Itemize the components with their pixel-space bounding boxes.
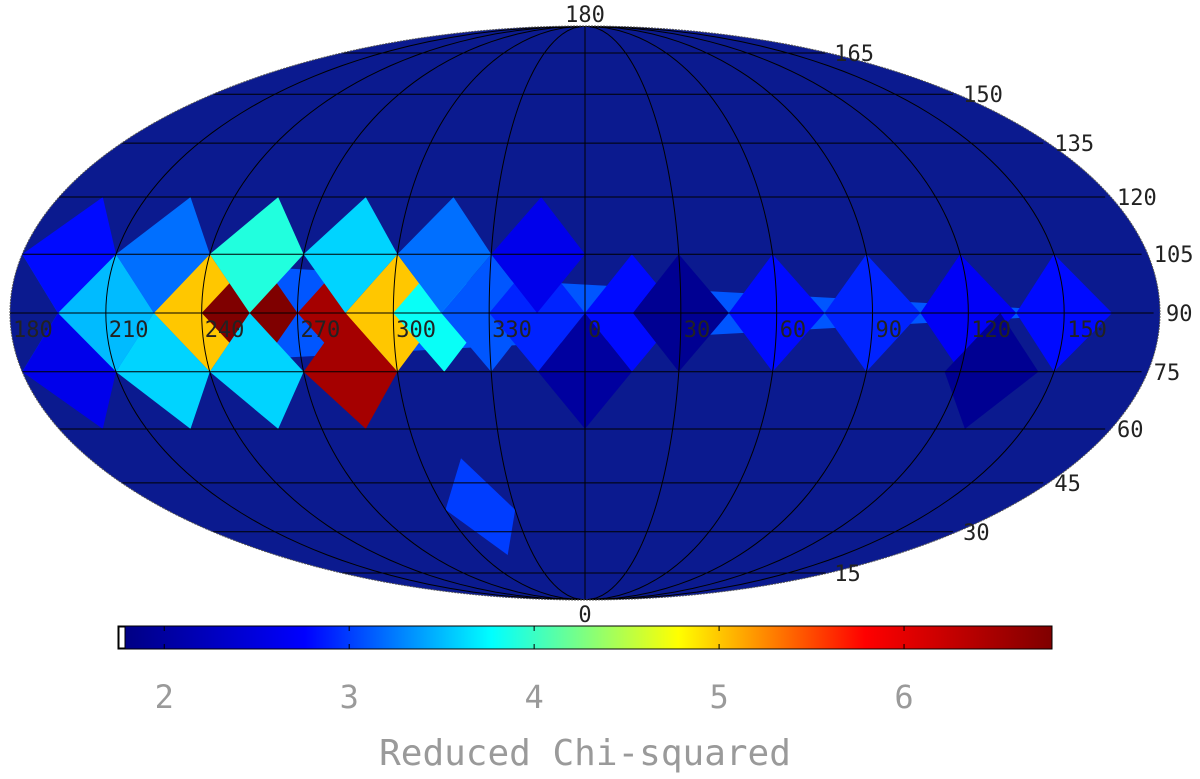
longitude-labels: 180 210 240 270 300 330 0 30 60 90 120 150 [13, 318, 1107, 343]
colorbar-label: Reduced Chi-squared [379, 733, 791, 774]
meridian-line [392, 26, 586, 600]
colatitude-label: 120 [1117, 186, 1157, 211]
longitude-label: 30 [684, 318, 711, 343]
colorbar-tick-label: 3 [340, 678, 359, 716]
meridian-line [296, 26, 586, 600]
healpix-pixel [491, 197, 585, 313]
healpix-pixel [209, 313, 304, 429]
colatitude-label: 0 [578, 603, 591, 628]
colatitude-label: 180 [565, 3, 605, 28]
colorbar-tick-label: 5 [709, 678, 728, 716]
longitude-label: 150 [1067, 318, 1107, 343]
meridian-line [584, 26, 874, 600]
meridian-line [105, 26, 586, 600]
meridian-line [201, 26, 586, 600]
longitude-label: 240 [205, 318, 245, 343]
colorbar-ticks: 2 3 4 5 6 [155, 626, 914, 716]
colorbar-underflow-marker [118, 626, 126, 649]
colorbar-tick-label: 6 [894, 678, 913, 716]
healpix-pixel [116, 197, 210, 313]
mollweide-map: 180 210 240 270 300 330 0 30 60 90 120 150 0 15 30 45 6… [9, 3, 1194, 628]
longitude-label: 120 [971, 318, 1011, 343]
longitude-label: 90 [876, 318, 903, 343]
longitude-label: 300 [396, 318, 436, 343]
colorbar-tick-label: 4 [524, 678, 543, 716]
meridian-line [584, 26, 682, 600]
graticule [10, 26, 1154, 600]
colatitude-label: 135 [1054, 132, 1094, 157]
colatitude-label: 15 [834, 562, 861, 587]
healpix-pixel [303, 197, 398, 313]
longitude-label: 270 [301, 318, 341, 343]
healpix-pixel [22, 313, 117, 429]
colatitude-label: 165 [834, 42, 874, 67]
colatitude-label: 105 [1154, 243, 1194, 268]
colatitude-label: 45 [1054, 472, 1081, 497]
colatitude-label: 30 [963, 521, 990, 546]
colorbar-gradient [117, 625, 1053, 650]
colatitude-label: 60 [1117, 418, 1144, 443]
colatitude-labels: 0 15 30 45 60 75 90 105 120 135 150 165 180 [565, 3, 1193, 628]
meridian-line [488, 26, 586, 600]
colatitude-label: 150 [963, 83, 1003, 108]
map-outline [9, 25, 1161, 601]
longitude-label: 180 [13, 318, 53, 343]
colatitude-label: 90 [1166, 302, 1193, 327]
meridian-line [584, 26, 969, 600]
healpix-pixel [397, 197, 492, 313]
colorbar: 2 3 4 5 6 Reduced Chi-squared [117, 625, 1053, 774]
longitude-label: 0 [588, 318, 601, 343]
healpix-pixel [22, 197, 117, 313]
healpix-pixel [944, 313, 1039, 429]
colorbar-tick-label: 2 [155, 678, 174, 716]
longitude-label: 60 [780, 318, 807, 343]
longitude-label: 210 [109, 318, 149, 343]
meridian-line [584, 26, 1065, 600]
colatitude-label: 75 [1154, 361, 1181, 386]
healpix-pixel [116, 313, 210, 429]
longitude-label: 330 [492, 318, 532, 343]
meridian-line [584, 26, 778, 600]
healpix-pixel [209, 197, 304, 313]
healpix-pixel [445, 458, 516, 555]
healpix-pixel [303, 313, 398, 429]
